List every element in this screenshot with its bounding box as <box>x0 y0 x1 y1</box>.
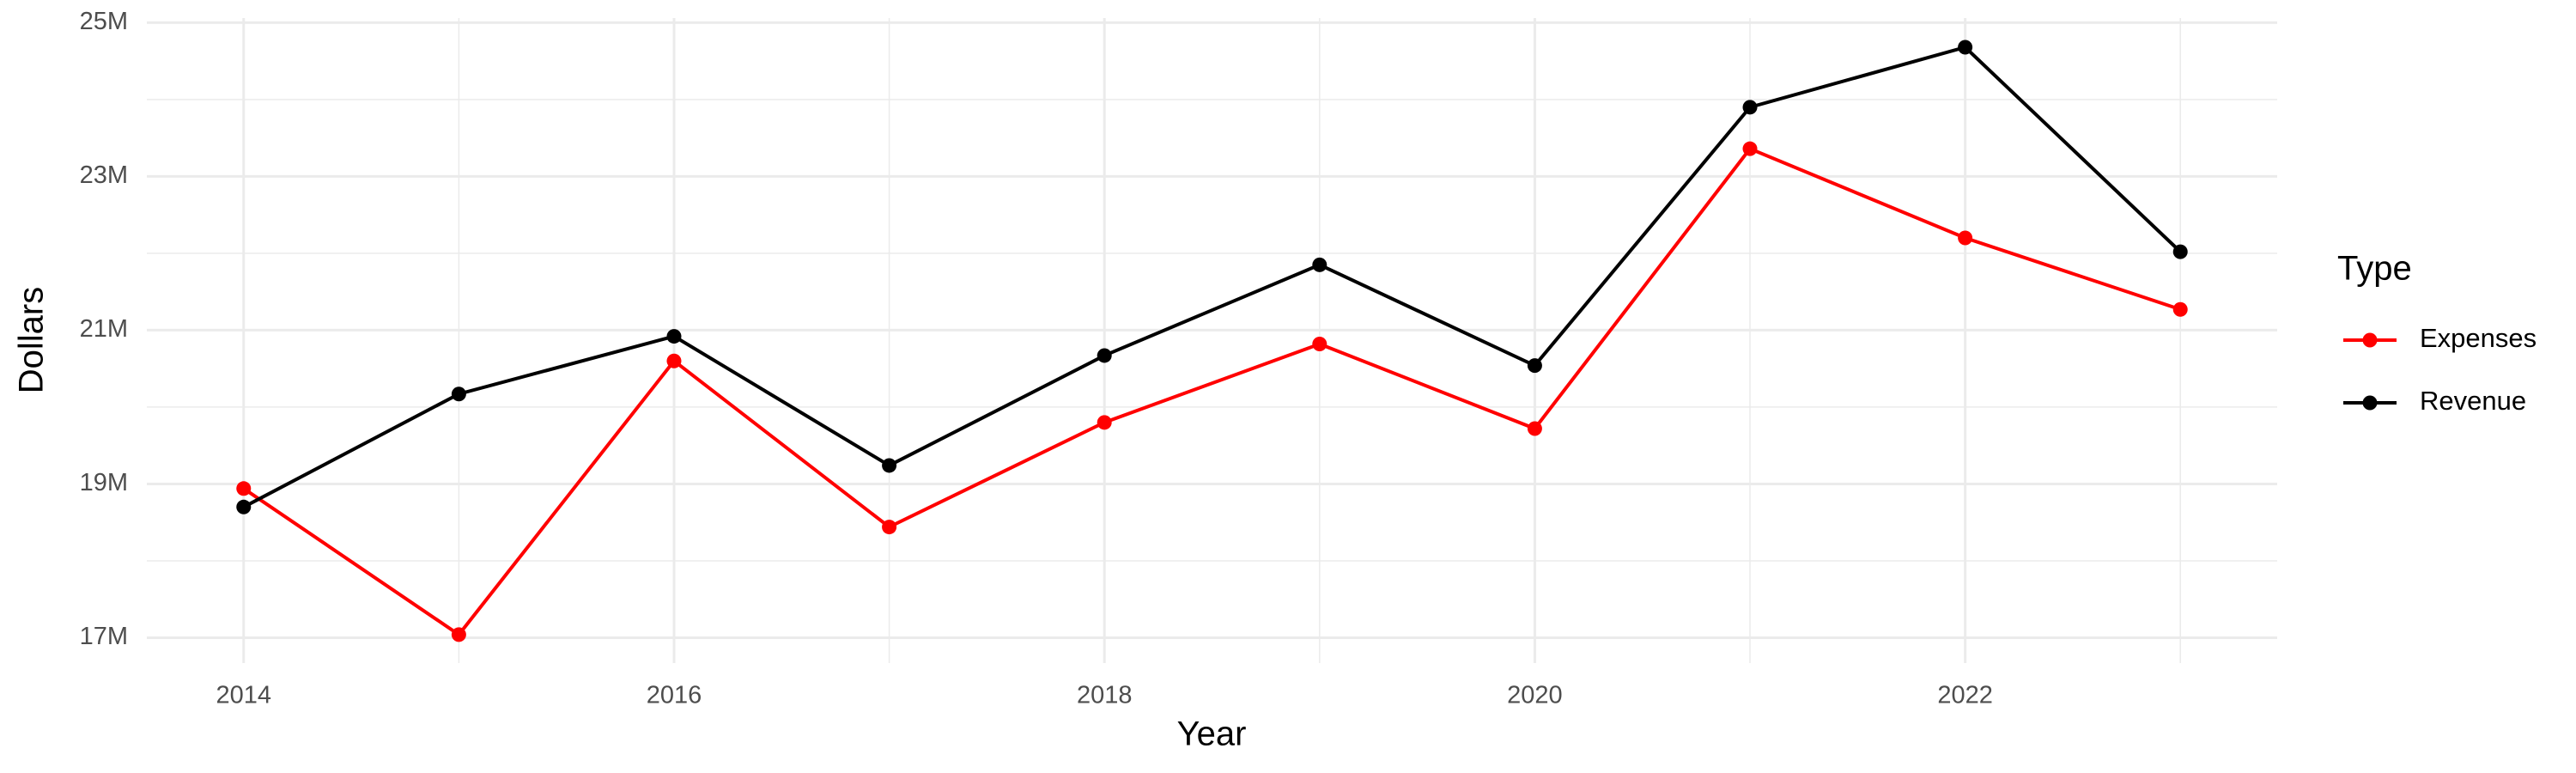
legend-key-point <box>2362 395 2378 411</box>
series-line <box>242 146 2181 637</box>
y-tick-label: 25M <box>80 8 128 35</box>
data-point <box>1958 40 1973 55</box>
data-point <box>1312 257 1327 272</box>
data-point <box>882 520 897 535</box>
data-point <box>666 329 682 344</box>
legend-key-point <box>2362 332 2378 348</box>
data-point <box>2172 244 2188 259</box>
y-tick-label: 21M <box>80 315 128 343</box>
data-point <box>2172 301 2188 317</box>
data-point <box>451 386 466 402</box>
data-point <box>666 353 682 368</box>
legend-title: Type <box>2337 250 2412 288</box>
y-tick-label: 23M <box>80 161 128 189</box>
x-tick-label: 2018 <box>1077 682 1133 709</box>
x-tick-label: 2016 <box>647 682 702 709</box>
data-point <box>1527 358 1542 374</box>
data-point <box>1742 100 1758 115</box>
legend-label: Revenue <box>2420 386 2526 416</box>
data-point <box>1097 348 1112 363</box>
y-axis-title: Dollars <box>13 287 51 393</box>
data-point <box>1742 141 1758 156</box>
data-point <box>451 627 466 642</box>
data-point <box>236 481 252 496</box>
x-tick-label: 2022 <box>1937 682 1993 709</box>
data-point <box>1958 230 1973 246</box>
x-axis-title: Year <box>1177 715 1247 753</box>
x-tick-label: 2014 <box>216 682 272 709</box>
legend-label: Expenses <box>2420 323 2537 353</box>
x-tick-label: 2020 <box>1507 682 1563 709</box>
series-line <box>242 45 2182 509</box>
y-tick-label: 19M <box>80 469 128 496</box>
data-point <box>1312 337 1327 352</box>
data-point <box>1097 415 1112 430</box>
grid <box>147 18 2277 663</box>
data-point <box>236 499 252 514</box>
data-point <box>882 458 897 473</box>
y-tick-label: 17M <box>80 623 128 650</box>
data-point <box>1527 421 1542 436</box>
plot-area <box>236 40 2188 642</box>
